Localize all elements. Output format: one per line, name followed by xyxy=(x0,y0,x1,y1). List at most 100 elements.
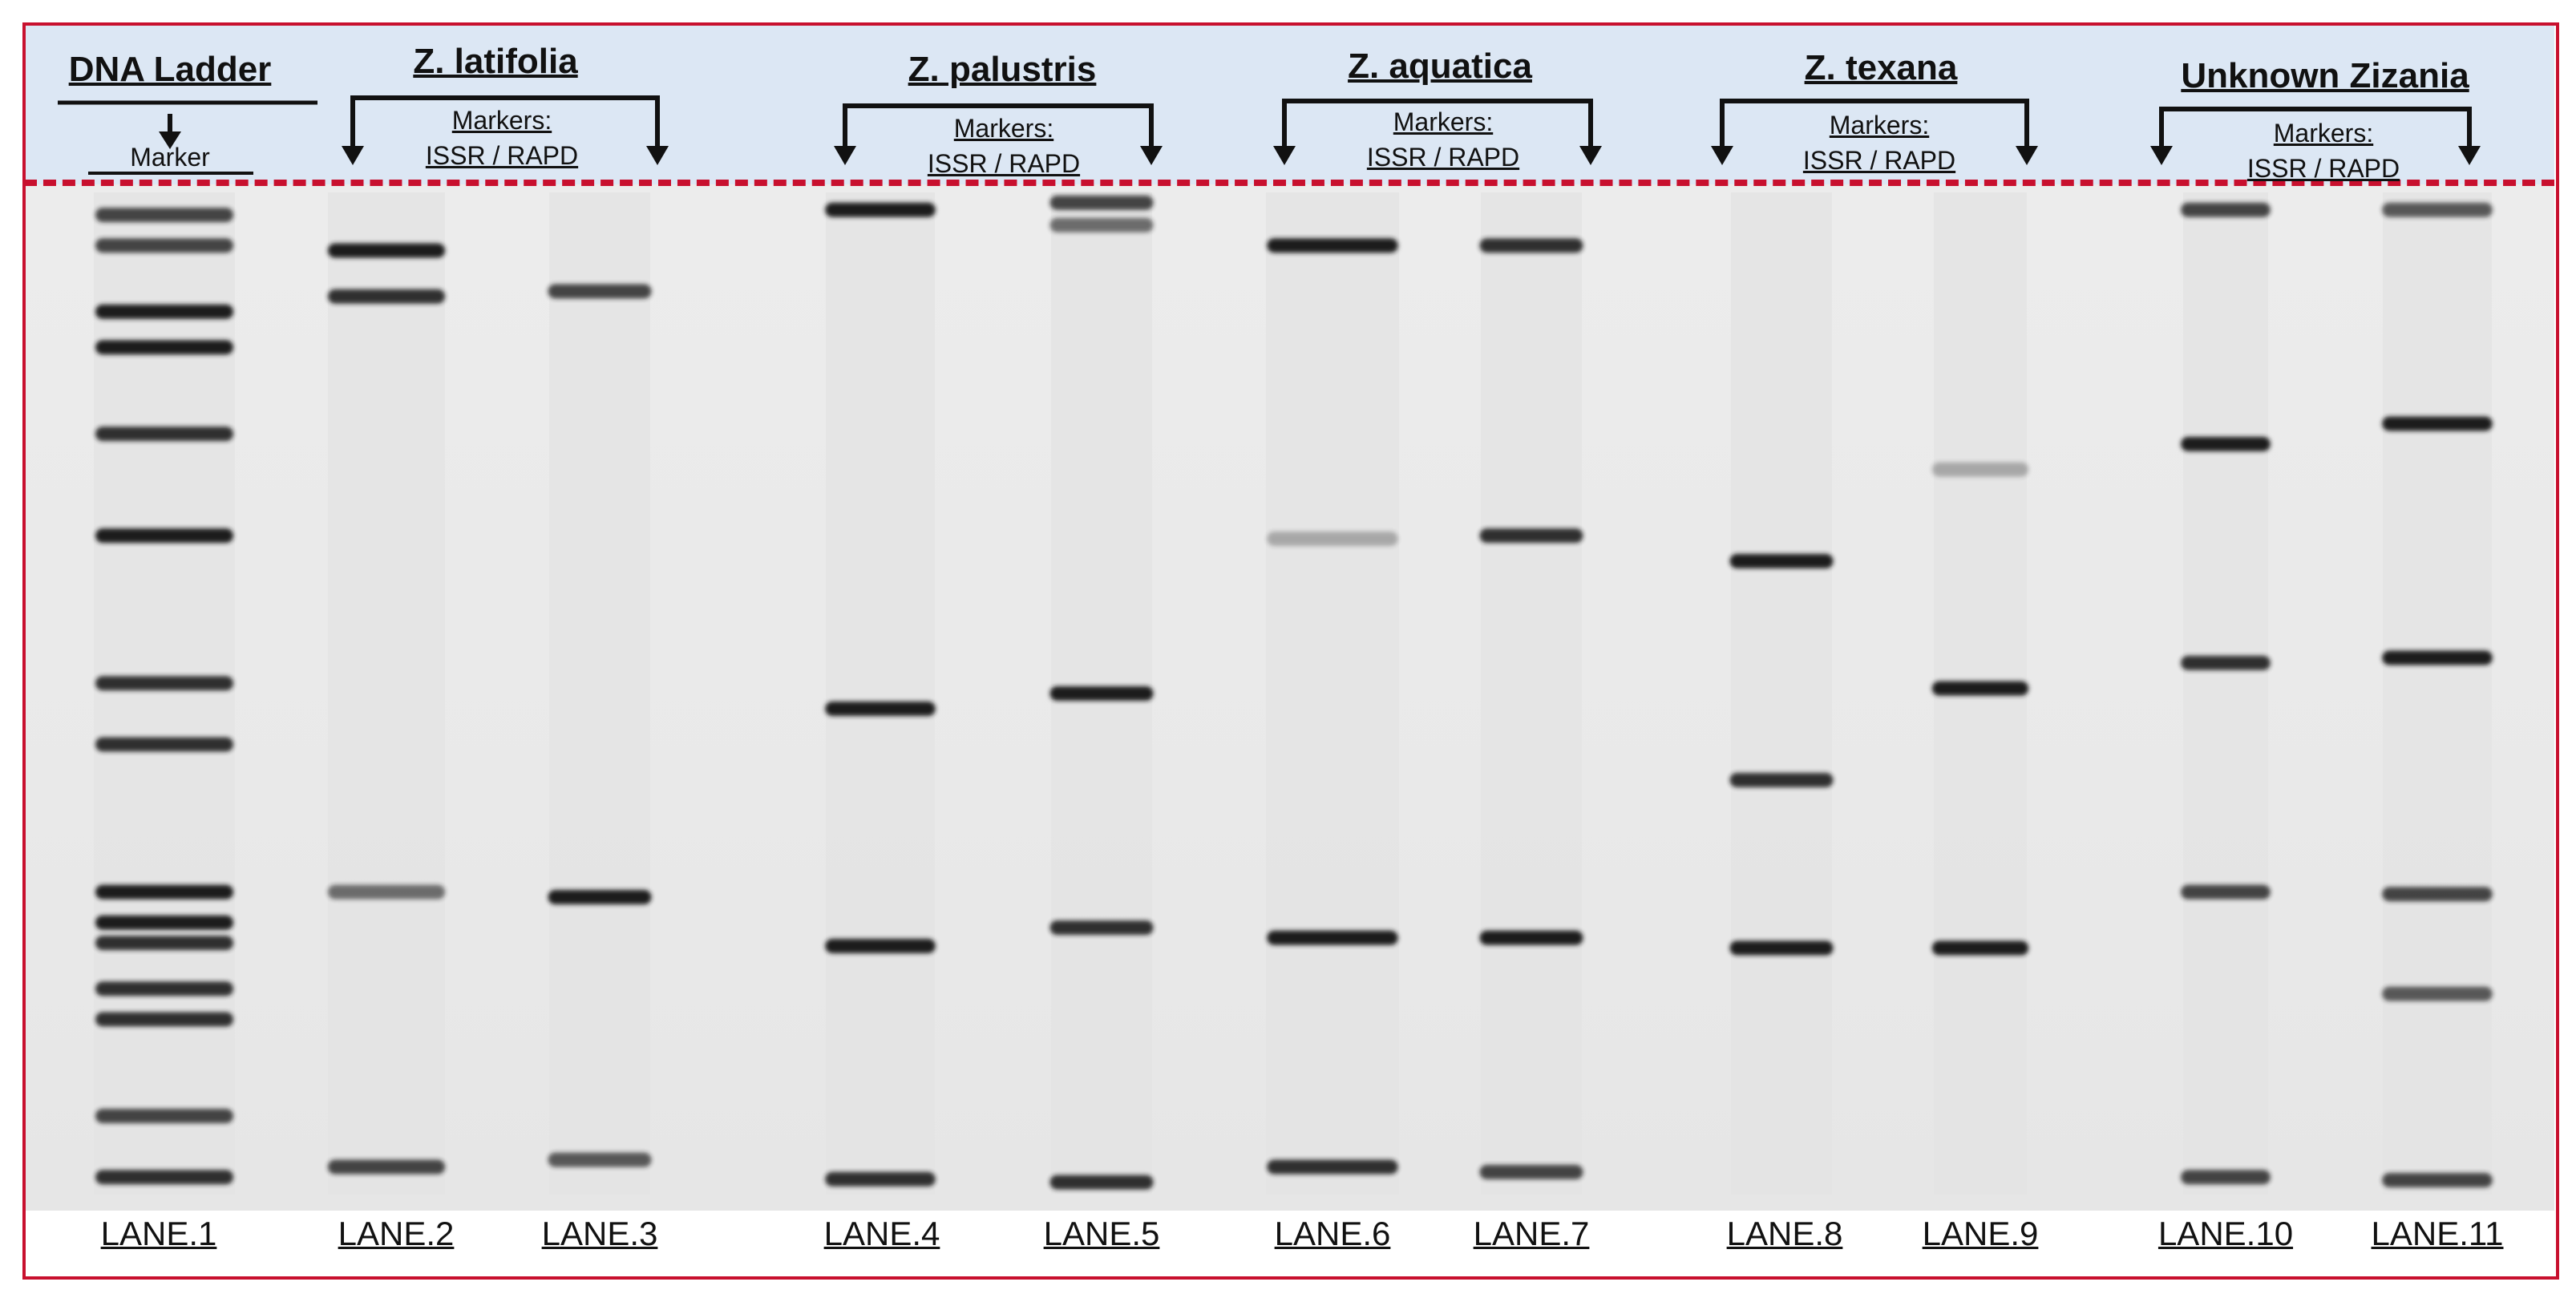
lane-9-band-2 xyxy=(1931,681,2029,696)
lane-label-5: LANE.5 xyxy=(1043,1215,1160,1252)
markers-type: ISSR / RAPD xyxy=(927,149,1081,178)
lane-11-band-1 xyxy=(2382,202,2493,217)
lane-11-band-3 xyxy=(2382,650,2493,665)
lane-6-band-1 xyxy=(1267,238,1398,253)
markers-text-unknown-zizania: Markers: ISSR / RAPD xyxy=(2247,115,2400,186)
lane-2-band-4 xyxy=(327,1159,446,1175)
markers-text-z-aquatica: Markers: ISSR / RAPD xyxy=(1367,104,1519,175)
markers-label: Markers: xyxy=(1393,107,1494,136)
markers-label: Markers: xyxy=(1829,111,1930,140)
ladder-marker-label: Marker xyxy=(130,143,210,172)
lane-6-band-2 xyxy=(1267,531,1398,546)
lane-1-band-8 xyxy=(95,737,233,752)
lane-6-band-4 xyxy=(1267,1159,1398,1175)
lane-5-band-2 xyxy=(1049,217,1154,232)
ladder-arrow-icon xyxy=(58,100,317,175)
lane-6-track xyxy=(1266,192,1399,1195)
lane-7-track xyxy=(1481,192,1582,1195)
lane-11-band-2 xyxy=(2382,416,2493,431)
lane-1-track xyxy=(94,192,235,1195)
lane-7-band-2 xyxy=(1479,528,1583,544)
group-title-z-latifolia: Z. latifolia xyxy=(413,42,578,81)
group-bracket-5 xyxy=(2150,107,2481,165)
lane-4-band-4 xyxy=(825,1171,936,1187)
lane-10-band-4 xyxy=(2181,884,2271,900)
lane-5-band-3 xyxy=(1049,686,1154,701)
lane-1-band-1 xyxy=(95,208,233,223)
lane-9-band-1 xyxy=(1931,462,2029,477)
outer-border xyxy=(22,22,2559,1280)
lane-1-band-15 xyxy=(95,1170,233,1185)
group-title-z-palustris: Z. palustris xyxy=(908,50,1097,89)
markers-text-z-texana: Markers: ISSR / RAPD xyxy=(1803,107,1955,178)
lane-7-band-1 xyxy=(1479,238,1583,253)
markers-type: ISSR / RAPD xyxy=(1802,146,1956,175)
lane-11-band-6 xyxy=(2382,1173,2493,1188)
markers-type: ISSR / RAPD xyxy=(1366,143,1520,172)
lane-1-band-10 xyxy=(95,915,233,930)
lane-10-track xyxy=(2183,192,2268,1195)
lane-label-4: LANE.4 xyxy=(823,1215,940,1252)
lane-label-6: LANE.6 xyxy=(1274,1215,1391,1252)
lane-5-band-1 xyxy=(1049,195,1154,210)
lane-2-band-1 xyxy=(327,243,446,258)
lane-5-band-5 xyxy=(1049,1175,1154,1190)
group-bracket-3 xyxy=(1273,99,1602,165)
header-divider xyxy=(24,180,2554,186)
markers-type: ISSR / RAPD xyxy=(2246,154,2400,183)
lane-label-11: LANE.11 xyxy=(2371,1215,2504,1252)
lane-6-band-3 xyxy=(1267,930,1398,945)
lane-3-band-1 xyxy=(548,284,652,299)
lane-7-band-4 xyxy=(1479,1164,1583,1179)
markers-label: Markers: xyxy=(451,106,552,135)
lane-8-band-3 xyxy=(1729,940,1834,956)
lane-label-2: LANE.2 xyxy=(338,1215,455,1252)
lane-11-band-4 xyxy=(2382,887,2493,902)
lane-10-band-1 xyxy=(2181,202,2271,217)
markers-text-z-palustris: Markers: ISSR / RAPD xyxy=(928,111,1080,181)
lane-label-9: LANE.9 xyxy=(1922,1215,2039,1252)
lane-1-band-13 xyxy=(95,1012,233,1027)
lane-10-band-2 xyxy=(2181,436,2271,451)
group-bracket-4 xyxy=(1711,99,2038,165)
lane-1-band-14 xyxy=(95,1109,233,1124)
group-title-z-aquatica: Z. aquatica xyxy=(1348,46,1532,86)
lane-4-band-2 xyxy=(825,702,936,717)
group-title-unknown-zizania: Unknown Zizania xyxy=(2181,56,2469,95)
lane-10-band-5 xyxy=(2181,1170,2271,1185)
lane-8-band-1 xyxy=(1729,553,1834,568)
lane-1-band-9 xyxy=(95,884,233,900)
lane-1-band-7 xyxy=(95,676,233,691)
lane-1-band-12 xyxy=(95,981,233,997)
lane-1-band-3 xyxy=(95,304,233,319)
markers-label: Markers: xyxy=(2273,119,2374,148)
lane-7-band-3 xyxy=(1479,930,1583,945)
lane-3-track xyxy=(549,192,650,1195)
lane-8-track xyxy=(1731,192,1832,1195)
group-title-dna-ladder: DNA Ladder xyxy=(68,50,272,89)
lane-2-band-3 xyxy=(327,884,446,900)
lane-2-band-2 xyxy=(327,289,446,304)
lane-1-band-11 xyxy=(95,936,233,951)
lane-8-band-2 xyxy=(1729,772,1834,787)
lane-label-7: LANE.7 xyxy=(1473,1215,1590,1252)
lane-9-band-3 xyxy=(1931,940,2029,956)
lane-11-band-5 xyxy=(2382,986,2493,1001)
lane-1-band-6 xyxy=(95,528,233,544)
lane-label-3: LANE.3 xyxy=(541,1215,658,1252)
lane-4-band-1 xyxy=(825,202,936,217)
lane-1-band-5 xyxy=(95,427,233,442)
lane-3-band-3 xyxy=(548,1152,652,1167)
lane-label-1: LANE.1 xyxy=(100,1215,217,1252)
lane-4-band-3 xyxy=(825,938,936,953)
lane-5-band-4 xyxy=(1049,920,1154,936)
lane-1-band-4 xyxy=(95,340,233,355)
lane-label-10: LANE.10 xyxy=(2157,1215,2294,1252)
lane-1-band-2 xyxy=(95,238,233,253)
lane-11-track xyxy=(2383,192,2492,1195)
group-bracket-1 xyxy=(342,95,669,165)
markers-type: ISSR / RAPD xyxy=(425,141,579,170)
header-band xyxy=(24,24,2554,184)
